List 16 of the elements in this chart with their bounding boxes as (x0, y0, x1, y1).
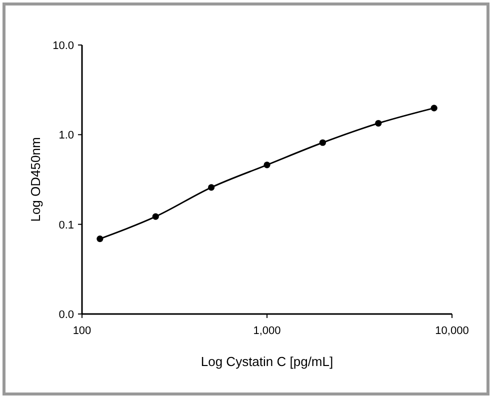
point (152, 213, 159, 220)
y-axis-title: Log OD450nm (28, 137, 43, 222)
point (96, 235, 104, 242)
point (208, 184, 215, 191)
point (375, 120, 382, 127)
y-tick-label: 1.0 (58, 130, 74, 142)
x-axis-title: Log Cystatin C [pg/mL] (200, 354, 334, 369)
x-tick-label: 10,000 (435, 325, 469, 337)
y-tick-label: 10.0 (52, 40, 74, 52)
point (430, 104, 438, 112)
x-tick-label: 1,000 (253, 325, 281, 337)
y-tick-label: 0.0 (58, 309, 74, 321)
y-tick-label: 0.1 (58, 219, 74, 232)
point (264, 162, 270, 168)
point (319, 139, 326, 146)
x-tick-label: 100 (72, 325, 92, 337)
